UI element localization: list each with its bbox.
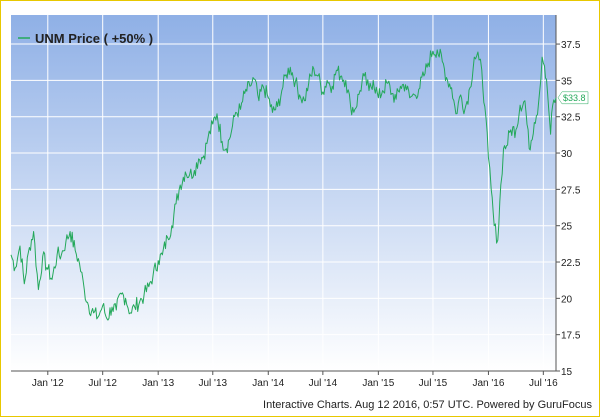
y-tick-label: 30 xyxy=(561,149,573,160)
price-tag-background xyxy=(557,91,589,105)
legend: UNM Price ( +50% ) xyxy=(18,31,153,46)
y-tick-label: 27.5 xyxy=(561,185,581,196)
y-tick-label: 15 xyxy=(561,367,573,378)
plot-area xyxy=(11,15,556,371)
y-tick-label: 25 xyxy=(561,222,573,233)
x-tick-label: Jan '13 xyxy=(142,378,174,389)
current-price-tag: $33.8 xyxy=(557,91,589,105)
x-tick-label: Jul '14 xyxy=(309,378,338,389)
y-tick-label: 37.5 xyxy=(561,40,581,51)
x-tick-label: Jan '14 xyxy=(252,378,284,389)
x-tick-label: Jan '12 xyxy=(32,378,64,389)
x-tick-label: Jul '16 xyxy=(529,378,558,389)
x-tick-label: Jul '15 xyxy=(419,378,448,389)
x-tick-label: Jan '16 xyxy=(472,378,504,389)
axes: Jan '12 Jul '12 Jan '13 Jul '13 Jan '14 Jul '… xyxy=(11,15,581,389)
y-tick-label: 22.5 xyxy=(561,258,581,269)
x-tick-label: Jul '13 xyxy=(198,378,227,389)
y-tick-label: 20 xyxy=(561,294,573,305)
x-tick-label: Jul '12 xyxy=(88,378,117,389)
legend-label: UNM Price ( +50% ) xyxy=(35,31,153,46)
y-tick-label: 17.5 xyxy=(561,331,581,342)
y-tick-label: 35 xyxy=(561,76,573,87)
chart-credit: Interactive Charts. Aug 12 2016, 0:57 UT… xyxy=(263,399,592,411)
current-price-label: $33.8 xyxy=(563,93,586,103)
x-tick-label: Jan '15 xyxy=(362,378,394,389)
series-line xyxy=(10,48,557,321)
y-tick-label: 32.5 xyxy=(561,113,581,124)
series-layer xyxy=(10,48,557,321)
